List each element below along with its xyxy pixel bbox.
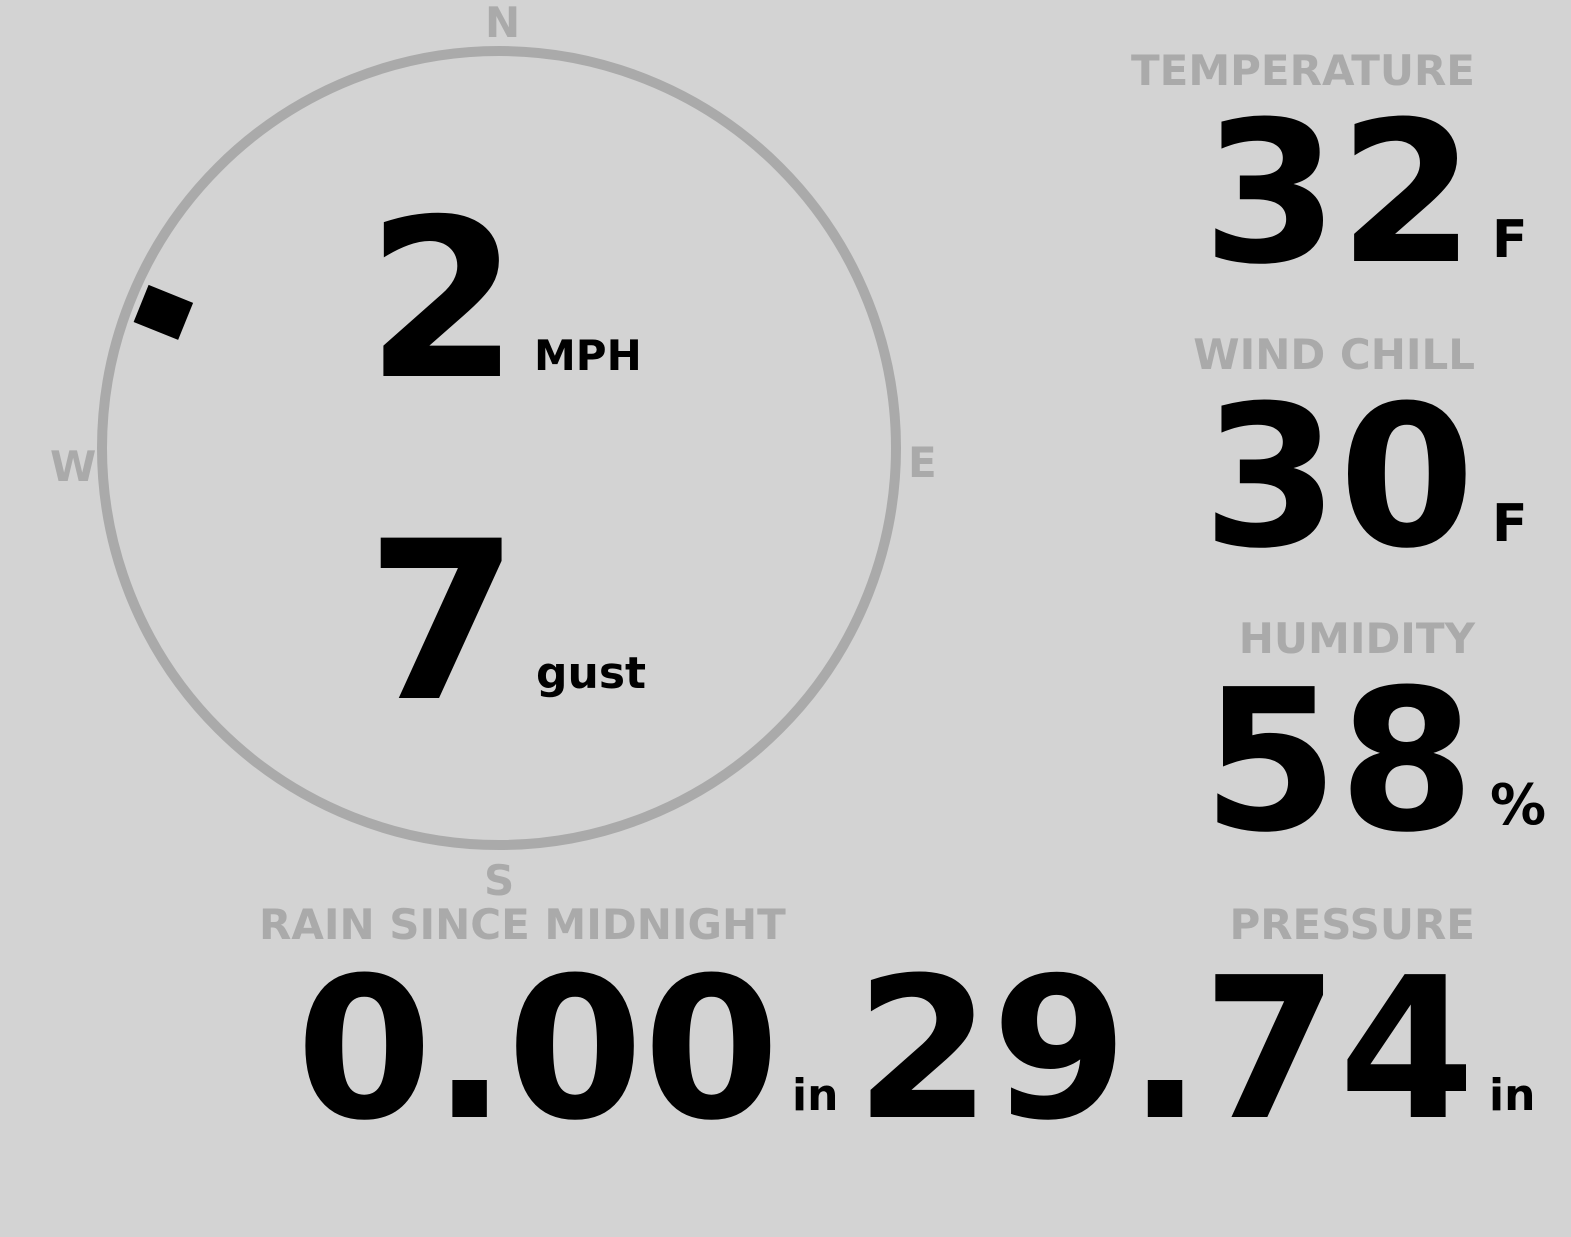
wind-speed-unit: MPH bbox=[534, 331, 642, 380]
rain-label: RAIN SINCE MIDNIGHT bbox=[259, 900, 786, 949]
wind-chill-label: WIND CHILL bbox=[1193, 330, 1475, 379]
humidity-label: HUMIDITY bbox=[1238, 614, 1475, 663]
wind-chill-unit: F bbox=[1492, 494, 1528, 554]
temperature-label: TEMPERATURE bbox=[1131, 46, 1475, 95]
wind-speed-value: 2 bbox=[366, 172, 520, 428]
compass-ring bbox=[97, 46, 901, 850]
wind-chill-value: 30 bbox=[1202, 364, 1475, 592]
rain-value: 0.00 bbox=[296, 936, 780, 1164]
temperature-value: 32 bbox=[1202, 80, 1475, 308]
compass-east-label: E bbox=[908, 438, 937, 487]
pressure-value: 29.74 bbox=[855, 936, 1475, 1164]
humidity-unit: % bbox=[1490, 773, 1547, 838]
temperature-unit: F bbox=[1492, 210, 1528, 270]
pressure-label: PRESSURE bbox=[1229, 900, 1475, 949]
wind-gust-label: gust bbox=[536, 648, 647, 699]
humidity-value: 58 bbox=[1202, 648, 1475, 876]
pressure-unit: in bbox=[1489, 1070, 1536, 1121]
wind-gust-value: 7 bbox=[366, 494, 520, 750]
compass-north-label: N bbox=[485, 0, 521, 47]
rain-unit: in bbox=[792, 1070, 839, 1121]
compass-south-label: S bbox=[484, 856, 515, 905]
compass-west-label: W bbox=[50, 442, 97, 491]
wind-compass bbox=[97, 46, 901, 850]
wind-direction-marker bbox=[133, 284, 194, 340]
